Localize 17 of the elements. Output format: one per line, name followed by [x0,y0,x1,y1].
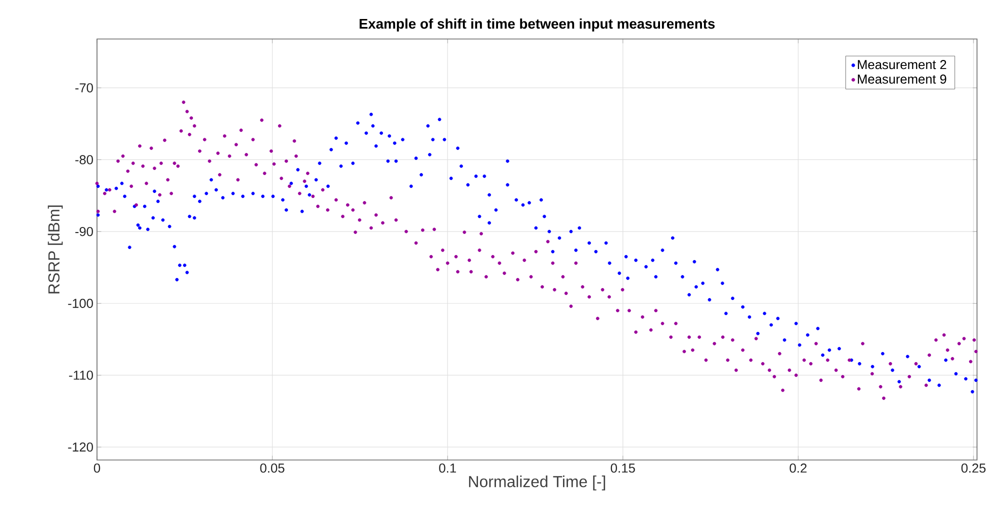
y-tick-label: -80 [75,155,93,164]
chart-title: Example of shift in time between input measurements [360,18,715,32]
x-tick-label: 0.25 [961,464,986,473]
y-axis-title: RSRP [dBm] [48,205,63,294]
x-tick-label: 0 [94,464,100,473]
x-tick-label: 0.2 [790,464,807,473]
x-tick-label: 0.1 [439,464,456,473]
y-tick-label: -100 [68,298,93,308]
y-tick-label: -70 [75,83,93,92]
legend-label: Measurement 2 [858,60,946,70]
y-tick-label: -110 [69,370,93,380]
y-tick-label: -90 [75,226,93,236]
x-axis-title: Normalized Time [-] [469,476,606,490]
legend-label: Measurement 9 [858,74,946,84]
y-tick-label: -120 [68,442,93,452]
x-tick-label: 0.15 [610,464,635,473]
x-tick-label: 0.05 [260,464,284,473]
